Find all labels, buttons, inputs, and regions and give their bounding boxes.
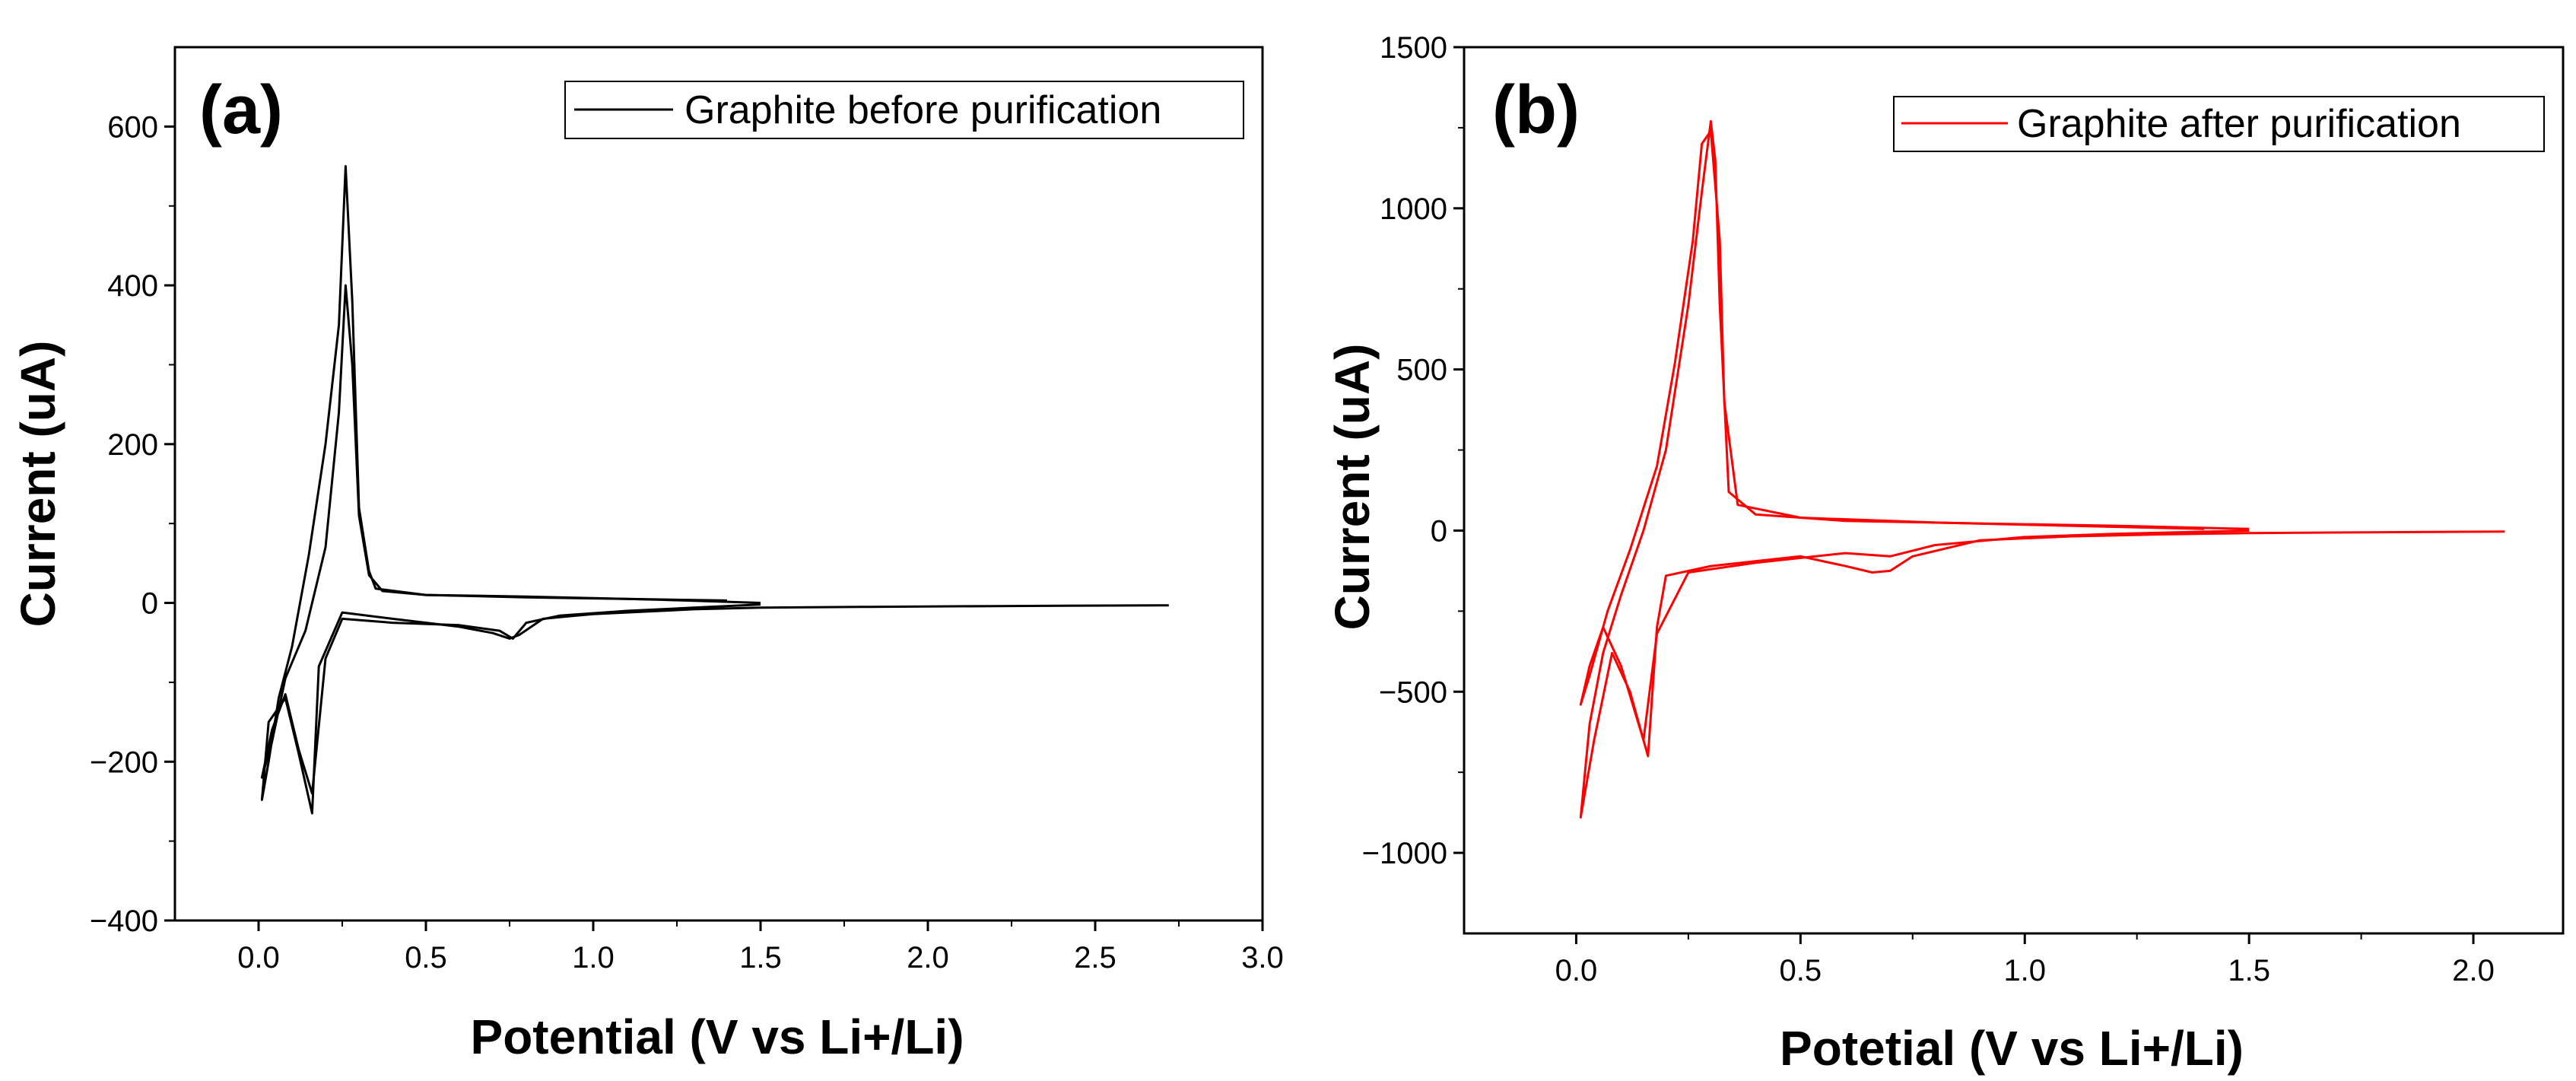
panel-b-x-axis-label: Potetial (V vs Li+/Li) xyxy=(1780,1021,2244,1076)
panel-b-y-tick-label: 1500 xyxy=(1380,31,1447,65)
panel-b-x-tick-label: 0.5 xyxy=(1780,954,1822,987)
panel-b-x-ticks: 0.0 0.5 1.0 1.5 2.0 xyxy=(1555,933,2495,987)
panel-b-x-tick-label: 2.0 xyxy=(2452,954,2495,987)
panel-b-y-axis-label: Current (uA) xyxy=(1325,344,1380,631)
panel-a-y-tick-label: −200 xyxy=(90,746,158,779)
panel-a-x-axis-label: Potential (V vs Li+/Li) xyxy=(471,1009,964,1064)
panel-a-plot-area xyxy=(260,165,1169,815)
panel-a-y-tick-label: 600 xyxy=(107,110,158,144)
panel-a-frame xyxy=(173,46,1264,922)
panel-b-x-tick-label: 1.5 xyxy=(2228,954,2270,987)
panel-a-x-tick-label: 1.0 xyxy=(572,941,615,974)
panel-a-x-tick-label: 0.5 xyxy=(405,941,447,974)
panel-b-plot-area xyxy=(1579,119,2505,819)
panel-b-y-tick-label: 0 xyxy=(1431,514,1447,548)
panel-a-x-tick-label: 3.0 xyxy=(1241,941,1284,974)
panel-b-frame xyxy=(1463,46,2565,935)
panel-b: 0.0 0.5 1.0 1.5 2.0 −1000 −500 0 500 1000 1500 (b… xyxy=(1325,31,2565,1076)
panel-b-y-tick-label: −500 xyxy=(1379,676,1447,709)
panel-b-label: (b) xyxy=(1492,72,1580,148)
panel-a-x-tick-label: 1.5 xyxy=(739,941,782,974)
panel-b-y-tick-label: −1000 xyxy=(1362,837,1447,870)
panel-b-legend-box xyxy=(1893,96,2545,152)
panel-b-legend-label: Graphite after purification xyxy=(2017,102,2461,146)
panel-a-y-tick-label: −400 xyxy=(90,905,158,938)
panel-a-legend-label: Graphite before purification xyxy=(684,88,1161,132)
panel-a-x-tick-label: 2.0 xyxy=(907,941,949,974)
panel-a-x-tick-label: 0.0 xyxy=(237,941,280,974)
panel-b-x-tick-label: 0.0 xyxy=(1555,954,1598,987)
panel-a-legend-box xyxy=(564,81,1244,139)
panel-a-y-tick-label: 200 xyxy=(107,428,158,462)
panel-a-series-2 xyxy=(260,284,761,795)
panel-a: 0.0 0.5 1.0 1.5 2.0 2.5 3.0 −400 −200 0 200 400 600… xyxy=(11,46,1284,1064)
panel-a-series-1 xyxy=(260,165,1169,815)
panel-a-legend: Graphite before purification xyxy=(564,81,1244,139)
panel-a-y-tick-label: 400 xyxy=(107,269,158,303)
panel-a-y-ticks: −400 −200 0 200 400 600 xyxy=(90,110,175,938)
panel-a-y-tick-label: 0 xyxy=(141,587,158,621)
panel-b-y-ticks: −1000 −500 0 500 1000 1500 xyxy=(1362,31,1464,870)
panel-b-series-2 xyxy=(1579,129,2250,742)
panel-a-x-tick-label: 2.5 xyxy=(1074,941,1116,974)
panel-a-x-ticks: 0.0 0.5 1.0 1.5 2.0 2.5 3.0 xyxy=(237,920,1284,974)
panel-a-y-axis-label: Current (uA) xyxy=(11,341,65,628)
panel-b-y-tick-label: 500 xyxy=(1396,354,1447,387)
panel-a-label: (a) xyxy=(199,72,283,148)
panel-b-legend: Graphite after purification xyxy=(1893,96,2545,152)
panel-b-x-tick-label: 1.0 xyxy=(2003,954,2046,987)
panel-b-y-tick-label: 1000 xyxy=(1380,192,1447,226)
